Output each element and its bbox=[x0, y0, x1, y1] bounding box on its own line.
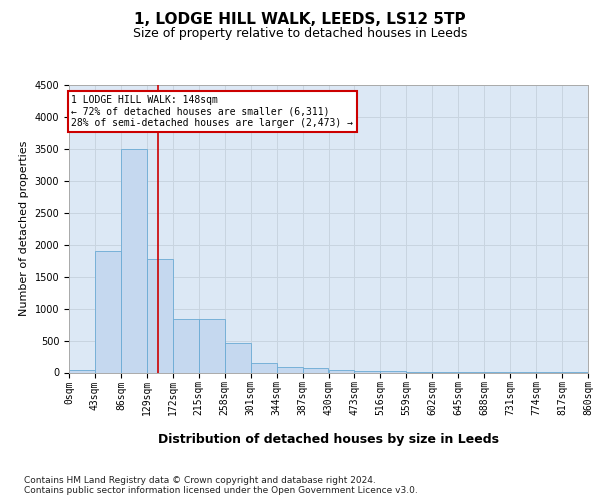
Text: Contains HM Land Registry data © Crown copyright and database right 2024.
Contai: Contains HM Land Registry data © Crown c… bbox=[24, 476, 418, 495]
Y-axis label: Number of detached properties: Number of detached properties bbox=[19, 141, 29, 316]
Bar bbox=[251, 362, 277, 372]
Bar bbox=[121, 149, 147, 372]
Bar bbox=[173, 319, 199, 372]
Bar bbox=[277, 367, 302, 372]
Bar bbox=[147, 259, 173, 372]
Bar bbox=[95, 251, 121, 372]
Bar bbox=[355, 371, 380, 372]
Bar bbox=[302, 368, 329, 372]
Text: Size of property relative to detached houses in Leeds: Size of property relative to detached ho… bbox=[133, 28, 467, 40]
Bar bbox=[69, 370, 95, 372]
Bar bbox=[380, 371, 406, 372]
Bar bbox=[329, 370, 355, 372]
Text: Distribution of detached houses by size in Leeds: Distribution of detached houses by size … bbox=[158, 432, 499, 446]
Text: 1 LODGE HILL WALK: 148sqm
← 72% of detached houses are smaller (6,311)
28% of se: 1 LODGE HILL WALK: 148sqm ← 72% of detac… bbox=[71, 94, 353, 128]
Bar bbox=[199, 319, 224, 372]
Bar bbox=[224, 343, 251, 372]
Text: 1, LODGE HILL WALK, LEEDS, LS12 5TP: 1, LODGE HILL WALK, LEEDS, LS12 5TP bbox=[134, 12, 466, 28]
